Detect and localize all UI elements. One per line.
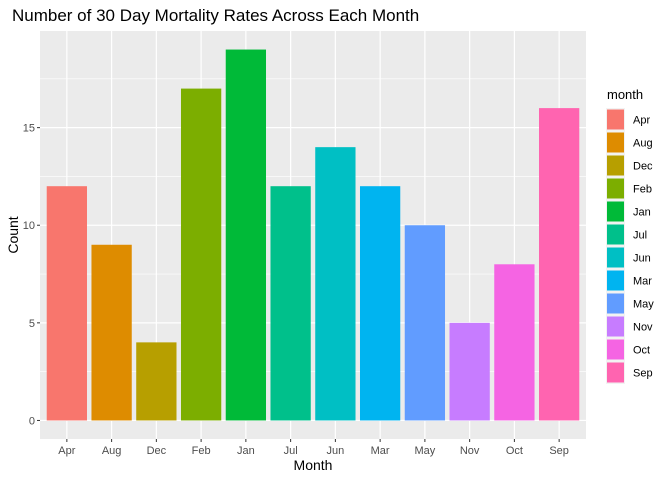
- legend-label: Feb: [633, 184, 652, 196]
- legend: month Apr Aug Dec Feb Jan Jul Jun Mar May Nov Oct S…: [606, 87, 654, 384]
- legend-item-apr: Apr: [606, 108, 650, 131]
- legend-swatch: [607, 132, 624, 153]
- x-tick-label: Aug: [102, 445, 122, 457]
- bar-dec: [136, 342, 177, 421]
- y-tick-label: 10: [23, 220, 35, 232]
- y-tick-label: 0: [29, 415, 35, 427]
- legend-swatch: [607, 339, 624, 360]
- legend-label: Apr: [633, 115, 650, 127]
- x-tick-label: Dec: [147, 445, 167, 457]
- x-tick-label: Feb: [192, 445, 211, 457]
- x-axis: Apr Aug Dec Feb Jan Jul Jun Mar May Nov Oct Sep: [58, 439, 569, 457]
- x-tick-label: Oct: [506, 445, 523, 457]
- y-tick-label: 5: [29, 318, 35, 330]
- legend-item-jun: Jun: [606, 246, 651, 269]
- legend-swatch: [607, 293, 624, 314]
- legend-title: month: [607, 87, 643, 102]
- y-tick-label: 15: [23, 123, 35, 135]
- legend-item-may: May: [606, 292, 654, 315]
- legend-item-feb: Feb: [606, 177, 652, 200]
- x-tick-label: Nov: [460, 445, 480, 457]
- bars: [46, 49, 580, 421]
- legend-label: Oct: [633, 345, 650, 357]
- legend-label: Jan: [633, 207, 651, 219]
- y-axis: 0 5 10 15: [23, 123, 40, 427]
- bar-jul: [270, 186, 311, 421]
- x-tick-label: May: [414, 445, 435, 457]
- x-axis-title: Month: [294, 457, 333, 473]
- bar-oct: [494, 264, 535, 421]
- legend-swatch: [607, 155, 624, 176]
- legend-label: Mar: [633, 276, 652, 288]
- legend-label: May: [633, 299, 654, 311]
- bar-jan: [225, 49, 267, 421]
- x-tick-label: Mar: [371, 445, 390, 457]
- legend-item-mar: Mar: [606, 269, 652, 292]
- bar-aug: [91, 244, 132, 421]
- x-tick-label: Jan: [237, 445, 255, 457]
- bar-feb: [180, 88, 222, 421]
- legend-swatch: [607, 224, 624, 245]
- legend-item-jan: Jan: [606, 200, 651, 223]
- legend-swatch: [607, 109, 624, 130]
- x-tick-label: Jul: [284, 445, 298, 457]
- legend-label: Sep: [633, 368, 653, 380]
- legend-item-oct: Oct: [606, 338, 650, 361]
- bar-apr: [46, 186, 87, 421]
- bar-sep: [539, 108, 580, 421]
- y-axis-title: Count: [5, 216, 21, 253]
- legend-label: Jun: [633, 253, 651, 265]
- legend-label: Jul: [633, 230, 647, 242]
- legend-item-sep: Sep: [606, 361, 653, 384]
- bar-may: [404, 225, 446, 421]
- legend-label: Nov: [633, 322, 653, 334]
- legend-swatch: [607, 316, 624, 337]
- x-tick-label: Apr: [58, 445, 75, 457]
- legend-label: Dec: [633, 161, 653, 173]
- legend-swatch: [607, 178, 624, 199]
- legend-items: Apr Aug Dec Feb Jan Jul Jun Mar May Nov Oct Sep: [606, 108, 654, 384]
- bar-mar: [359, 186, 401, 421]
- legend-swatch: [607, 201, 624, 222]
- legend-item-dec: Dec: [606, 154, 653, 177]
- legend-swatch: [607, 362, 624, 383]
- chart-title: Number of 30 Day Mortality Rates Across …: [12, 6, 419, 25]
- legend-swatch: [607, 247, 624, 268]
- legend-item-aug: Aug: [606, 131, 653, 154]
- x-tick-label: Jun: [327, 445, 345, 457]
- legend-swatch: [607, 270, 624, 291]
- legend-item-jul: Jul: [606, 223, 647, 246]
- x-tick-label: Sep: [549, 445, 569, 457]
- bar-nov: [449, 322, 490, 421]
- legend-item-nov: Nov: [606, 315, 653, 338]
- bar-jun: [315, 147, 356, 421]
- legend-label: Aug: [633, 138, 653, 150]
